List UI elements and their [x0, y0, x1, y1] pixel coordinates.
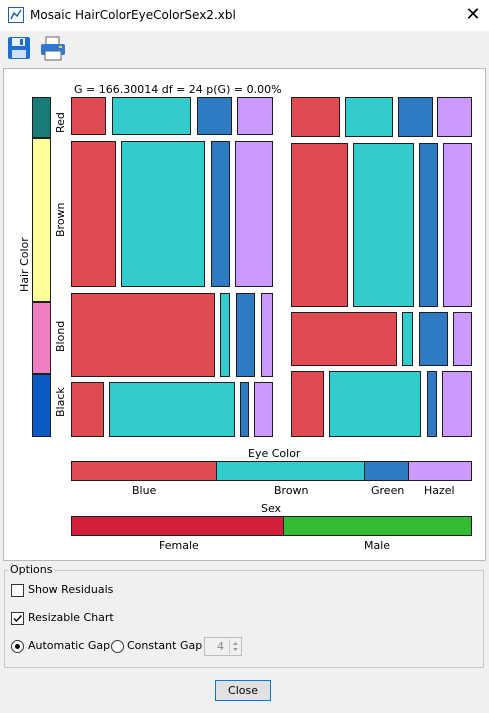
- spinner-arrows-icon: [233, 642, 238, 651]
- eye-bar-blue: [71, 461, 217, 481]
- mosaic-tile: [353, 143, 414, 307]
- mosaic-tile: [220, 293, 230, 377]
- sex-axis-label: Sex: [261, 502, 282, 515]
- eye-level-label: Brown: [274, 484, 309, 497]
- mosaic-tile: [402, 312, 413, 366]
- hair-level-label: Brown: [54, 202, 67, 237]
- mosaic-tile: [291, 143, 348, 307]
- mosaic-tile: [329, 371, 421, 437]
- mosaic-tile: [291, 97, 340, 137]
- print-icon: [41, 36, 65, 61]
- constant-gap-radio[interactable]: [111, 640, 124, 653]
- resizable-chart-label[interactable]: Resizable Chart: [28, 611, 114, 624]
- hair-bar-black: [32, 374, 51, 437]
- eye-bar-hazel: [408, 461, 472, 481]
- eye-bar-brown: [216, 461, 365, 481]
- toolbar: [0, 31, 489, 67]
- app-icon: [8, 7, 24, 23]
- sex-bar-female: [71, 516, 284, 536]
- mosaic-tile: [419, 312, 448, 366]
- resizable-chart-checkbox[interactable]: [11, 612, 24, 625]
- mosaic-tile: [398, 97, 433, 137]
- gap-value: 4: [217, 640, 224, 653]
- mosaic-tile: [427, 371, 437, 437]
- mosaic-tile: [437, 97, 472, 137]
- automatic-gap-label[interactable]: Automatic Gap: [28, 639, 111, 652]
- mosaic-tile: [237, 97, 273, 135]
- hair-axis-label: Hair Color: [18, 237, 31, 292]
- close-button[interactable]: Close: [215, 680, 271, 701]
- save-icon: [8, 37, 30, 59]
- mosaic-tile: [291, 312, 397, 366]
- mosaic-tile: [240, 382, 249, 437]
- gap-spinner[interactable]: 4: [204, 637, 242, 656]
- close-icon[interactable]: ✕: [465, 4, 481, 25]
- show-residuals-label[interactable]: Show Residuals: [28, 583, 114, 596]
- hair-level-label: Black: [54, 387, 67, 417]
- sex-level-label: Female: [159, 539, 199, 552]
- mosaic-tile: [254, 382, 273, 437]
- mosaic-tile: [453, 312, 472, 366]
- eye-level-label: Hazel: [424, 484, 455, 497]
- window-title: Mosaic HairColorEyeColorSex2.xbl: [30, 8, 236, 22]
- sex-level-label: Male: [364, 539, 391, 552]
- print-button[interactable]: [38, 34, 68, 64]
- hair-level-label: Blond: [54, 320, 67, 352]
- mosaic-tile: [291, 371, 324, 437]
- mosaic-tile: [211, 141, 230, 287]
- hair-bar-brown: [32, 138, 51, 302]
- eye-axis-label: Eye Color: [248, 447, 301, 460]
- options-legend: Options: [8, 563, 55, 576]
- mosaic-tile: [443, 143, 472, 307]
- hair-bar-red: [32, 97, 51, 138]
- spinner-arrows[interactable]: [229, 639, 241, 654]
- mosaic-tile: [235, 141, 273, 287]
- mosaic-tile: [121, 141, 205, 287]
- mosaic-tile: [236, 293, 255, 377]
- show-residuals-checkbox[interactable]: [11, 584, 24, 597]
- radio-dot-icon: [15, 644, 20, 649]
- options-group: [4, 570, 484, 668]
- eye-bar-green: [364, 461, 409, 481]
- eye-level-label: Green: [371, 484, 405, 497]
- mosaic-tile: [71, 382, 104, 437]
- mosaic-tile: [109, 382, 235, 437]
- mosaic-tile: [71, 141, 116, 287]
- mosaic-tile: [345, 97, 393, 137]
- constant-gap-label[interactable]: Constant Gap: [127, 639, 203, 652]
- chart-title: G = 166.30014 df = 24 p(G) = 0.00%: [74, 83, 282, 96]
- automatic-gap-radio[interactable]: [11, 640, 24, 653]
- mosaic-tile: [71, 293, 215, 377]
- mosaic-tile: [261, 293, 273, 377]
- title-bar: Mosaic HairColorEyeColorSex2.xbl ✕: [0, 0, 489, 31]
- check-mark-icon: [13, 615, 23, 623]
- mosaic-tile: [197, 97, 232, 135]
- mosaic-tile: [419, 143, 438, 307]
- sex-bar-male: [283, 516, 472, 536]
- mosaic-tile: [442, 371, 472, 437]
- mosaic-tile: [71, 97, 106, 135]
- save-button[interactable]: [5, 34, 35, 64]
- hair-level-label: Red: [54, 112, 67, 133]
- eye-level-label: Blue: [132, 484, 157, 497]
- mosaic-tile: [112, 97, 191, 135]
- hair-bar-blond: [32, 302, 51, 374]
